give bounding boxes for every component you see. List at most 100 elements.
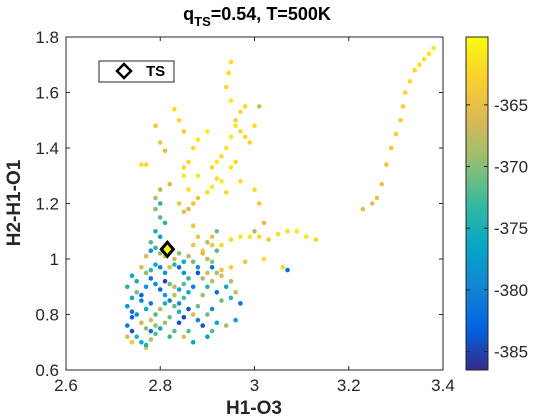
data-point xyxy=(157,306,163,312)
data-point xyxy=(370,201,375,206)
data-point xyxy=(181,295,187,301)
data-point xyxy=(148,328,154,334)
data-point xyxy=(143,253,149,259)
data-point xyxy=(143,270,149,276)
data-point xyxy=(157,215,163,220)
data-point xyxy=(143,306,149,312)
colorbar-tick-label: -375 xyxy=(494,219,528,238)
x-axis-label: H1-O3 xyxy=(226,398,282,419)
data-point xyxy=(261,220,267,226)
data-point xyxy=(398,118,403,123)
data-point xyxy=(176,320,182,326)
data-point xyxy=(172,106,177,112)
data-point xyxy=(190,340,196,345)
data-point xyxy=(384,162,389,167)
data-point xyxy=(172,328,177,334)
data-point xyxy=(134,278,139,284)
data-point xyxy=(200,276,205,281)
data-point xyxy=(134,290,139,295)
data-point xyxy=(129,295,135,301)
data-point xyxy=(256,234,262,240)
data-point xyxy=(153,123,158,129)
data-point xyxy=(172,292,177,298)
data-point xyxy=(153,195,158,201)
data-point xyxy=(143,162,149,167)
data-point xyxy=(205,312,210,317)
data-point xyxy=(157,326,163,331)
data-point xyxy=(143,342,149,348)
title-q-symbol: q xyxy=(183,4,194,24)
data-point xyxy=(247,140,253,145)
data-point xyxy=(205,284,210,290)
data-point xyxy=(167,281,172,287)
data-point xyxy=(421,56,427,62)
data-point xyxy=(162,278,168,284)
data-point xyxy=(304,234,309,240)
data-point xyxy=(242,104,248,109)
data-point xyxy=(431,45,436,51)
data-point xyxy=(252,187,257,192)
data-point xyxy=(176,301,182,306)
data-point xyxy=(214,290,220,295)
data-point xyxy=(190,145,196,151)
data-point xyxy=(233,317,238,323)
data-point xyxy=(242,134,248,140)
data-point xyxy=(209,306,215,312)
legend-ts-marker-icon xyxy=(115,62,133,80)
title-q-subscript: TS xyxy=(194,14,211,29)
data-point xyxy=(181,165,187,170)
data-point xyxy=(214,229,220,234)
data-point xyxy=(205,256,210,262)
x-axis-ticks: 2.6 2.8 3 3.2 3.4 xyxy=(54,37,455,395)
data-point xyxy=(157,251,163,256)
data-point xyxy=(228,98,234,104)
y-tick-label: 1.6 xyxy=(35,84,59,103)
data-point xyxy=(266,237,271,242)
data-point xyxy=(195,137,201,142)
data-point xyxy=(200,251,205,256)
data-point xyxy=(162,292,168,298)
data-point xyxy=(148,337,154,342)
x-tick-label: 3 xyxy=(250,376,259,395)
data-point xyxy=(162,270,168,276)
data-point xyxy=(139,265,144,270)
data-point xyxy=(153,206,158,212)
data-point xyxy=(176,201,182,206)
data-point xyxy=(205,334,210,340)
data-point xyxy=(148,240,154,245)
data-point xyxy=(219,298,224,303)
data-point xyxy=(242,259,248,265)
data-point xyxy=(209,242,215,248)
data-point xyxy=(181,334,187,340)
data-point xyxy=(195,270,201,276)
data-point xyxy=(209,259,215,265)
data-point xyxy=(233,123,238,129)
x-tick-label: 3.4 xyxy=(431,376,455,395)
data-point xyxy=(209,328,215,334)
data-point xyxy=(139,320,144,326)
data-point xyxy=(219,267,224,273)
x-tick-label: 3.2 xyxy=(337,376,361,395)
data-point xyxy=(129,309,135,315)
data-point xyxy=(139,340,144,345)
data-point xyxy=(186,328,191,334)
data-point xyxy=(153,331,158,337)
data-point xyxy=(186,290,191,295)
data-point xyxy=(129,328,135,334)
data-point xyxy=(228,134,234,140)
data-point xyxy=(238,129,243,134)
data-point xyxy=(228,59,234,65)
colorbar xyxy=(465,36,489,371)
data-point xyxy=(125,303,130,309)
data-point xyxy=(190,284,196,290)
data-point xyxy=(275,231,281,237)
data-point xyxy=(157,234,163,240)
data-point xyxy=(195,195,201,201)
data-point xyxy=(153,323,158,328)
data-point xyxy=(238,301,243,306)
data-point xyxy=(148,317,154,323)
data-point xyxy=(238,179,243,184)
data-point xyxy=(181,281,187,287)
data-point xyxy=(226,70,231,76)
